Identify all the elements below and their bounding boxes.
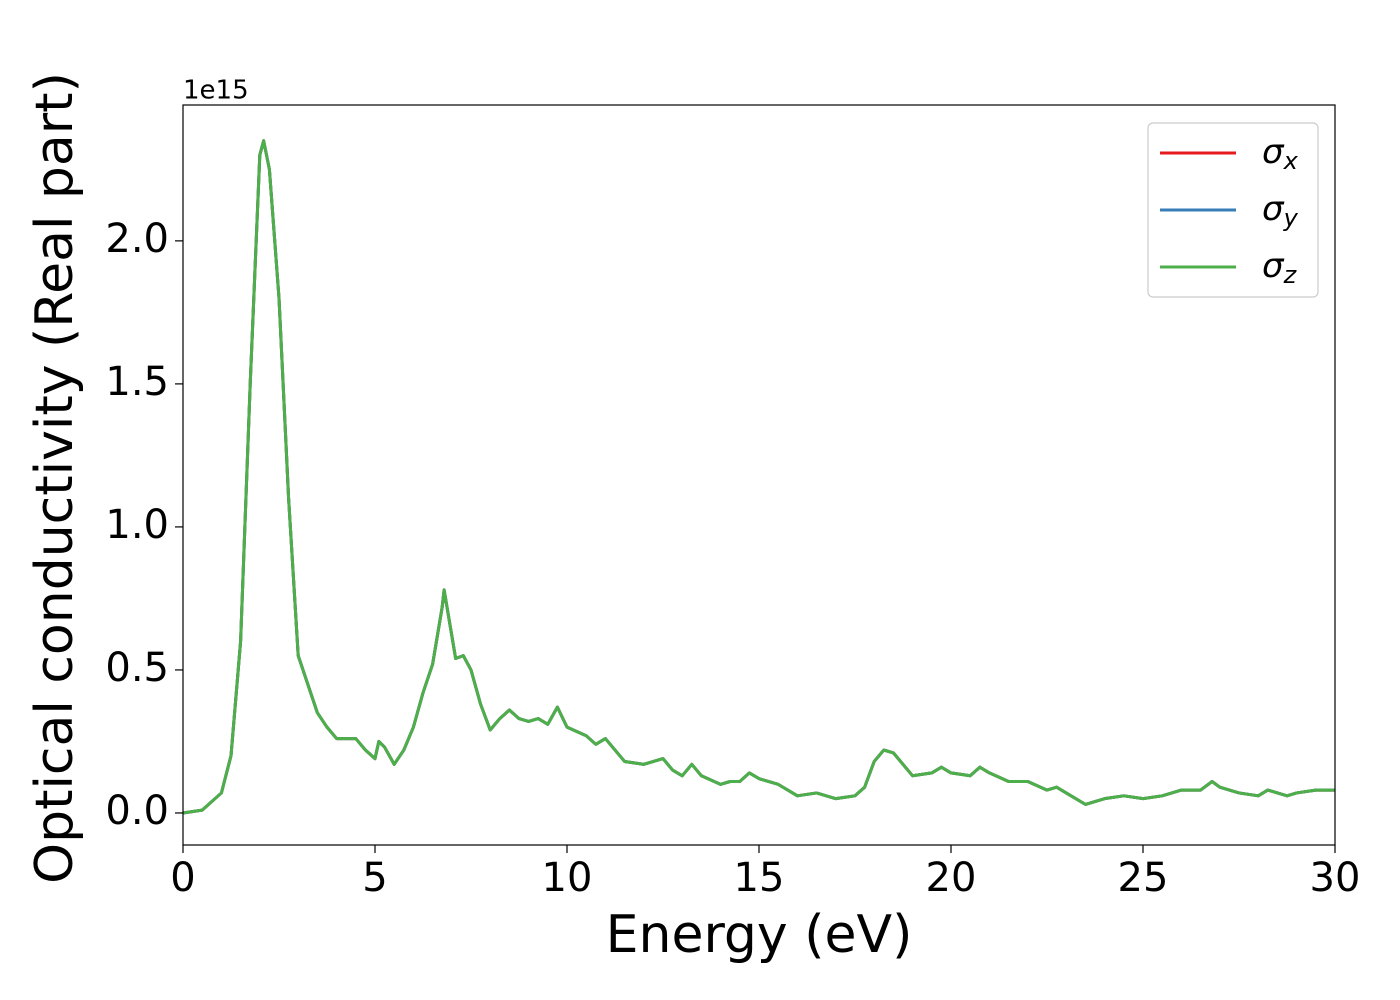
y-axis-label: Optical conductivity (Real part) xyxy=(25,72,85,884)
x-tick-label: 30 xyxy=(1310,855,1361,901)
x-tick-label: 0 xyxy=(170,855,195,901)
y-tick-label: 0.5 xyxy=(105,645,169,691)
legend: σx σy σz xyxy=(1147,122,1319,298)
x-tick-label: 25 xyxy=(1118,855,1169,901)
y-tick-label: 2.0 xyxy=(105,216,169,262)
series-line xyxy=(182,139,1335,815)
y-offset-label: 1e15 xyxy=(183,76,249,106)
legend-label: σz xyxy=(1262,246,1298,290)
y-tick-label: 0.0 xyxy=(105,788,169,834)
x-tick-label: 10 xyxy=(542,855,593,901)
y-tick-label: 1.0 xyxy=(105,502,169,548)
x-axis-label: Energy (eV) xyxy=(606,905,913,965)
x-tick-label: 15 xyxy=(734,855,785,901)
x-tick-label: 20 xyxy=(926,855,977,901)
legend-label: σy xyxy=(1262,189,1299,233)
legend-label: σx xyxy=(1262,132,1299,176)
x-tick-label: 5 xyxy=(362,855,387,901)
y-tick-label: 1.5 xyxy=(105,359,169,405)
plot-area xyxy=(182,139,1335,815)
